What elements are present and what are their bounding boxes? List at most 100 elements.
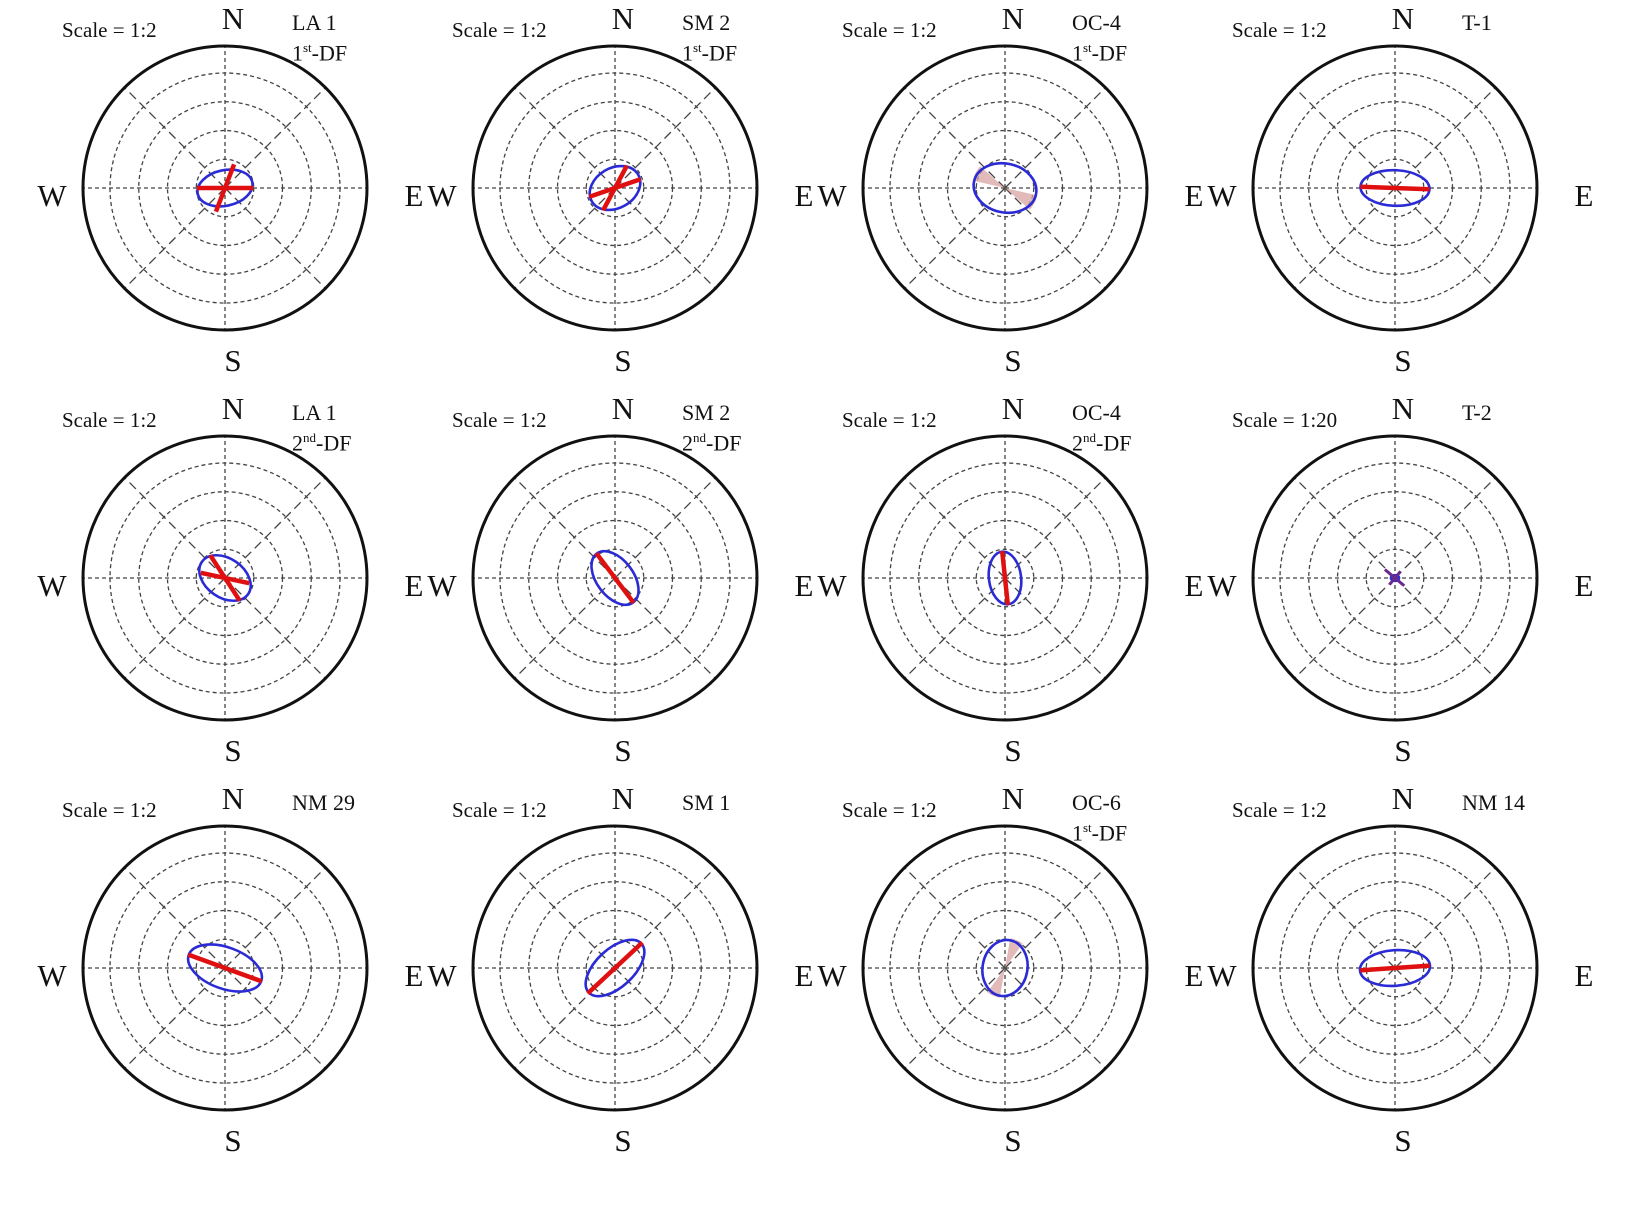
stage-suffix: -DF: [316, 430, 352, 456]
stage-number: 2: [1072, 430, 1083, 456]
susceptibility-ellipse: [1358, 948, 1432, 988]
sample-stage: 1st-DF: [292, 35, 412, 65]
direction-label-e: E: [794, 178, 814, 213]
grid-radial-line: [904, 867, 1006, 969]
grid-radial-line: [1294, 477, 1396, 579]
direction-label-s: S: [1004, 1123, 1022, 1158]
sample-id: T-1: [1462, 10, 1492, 35]
grid-radial-line: [614, 867, 716, 969]
direction-label-e: E: [404, 568, 424, 603]
sample-label: OC-4 1st-DF: [1072, 10, 1192, 65]
principal-axis-line: [187, 952, 263, 984]
scale-label: Scale = 1:2: [62, 18, 157, 42]
sample-id: SM 1: [682, 790, 731, 815]
rose-panel: Scale = 1:2 LA 1 2nd-DF N S W E: [0, 390, 423, 799]
direction-label-e: E: [1184, 178, 1204, 213]
direction-label-s: S: [614, 343, 632, 378]
grid-radial-line: [614, 967, 716, 1069]
grid-radial-line: [1004, 577, 1106, 679]
polar-plot: [81, 824, 369, 1112]
sample-label: T-1: [1462, 10, 1582, 35]
direction-label-w: W: [1207, 178, 1237, 213]
scale-label: Scale = 1:2: [1232, 18, 1327, 42]
principal-axis-line: [601, 164, 629, 212]
sample-label: LA 1 2nd-DF: [292, 400, 412, 455]
principal-axis-line: [586, 940, 644, 996]
outer-frame: [861, 824, 1149, 1112]
grid-radial-line: [1004, 477, 1106, 579]
polar-plot: [1251, 44, 1539, 332]
direction-label-w: W: [817, 958, 847, 993]
stage-number: 1: [1072, 820, 1083, 846]
polar-plot: [471, 44, 759, 332]
grid-radial-line: [614, 577, 716, 679]
sample-label: T-2: [1462, 400, 1582, 425]
scale-label: Scale = 1:2: [452, 798, 547, 822]
grid-radial-line: [124, 87, 226, 189]
scale-label: Scale = 1:2: [452, 18, 547, 42]
rose-panel: Scale = 1:2 OC-4 1st-DF N S W E: [780, 0, 1203, 409]
direction-label-e: E: [404, 958, 424, 993]
sample-stage: 2nd-DF: [1072, 425, 1192, 455]
outer-frame: [1251, 44, 1539, 332]
scale-label: Scale = 1:2: [842, 18, 937, 42]
grid-radial-line: [1394, 967, 1496, 1069]
direction-label-n: N: [1391, 391, 1415, 426]
stage-ordinal: nd: [303, 430, 316, 445]
sample-stage: 2nd-DF: [292, 425, 412, 455]
direction-label-n: N: [1391, 1, 1415, 36]
direction-label-n: N: [1001, 781, 1025, 816]
polar-plot: [861, 44, 1149, 332]
direction-label-w: W: [1207, 568, 1237, 603]
direction-label-e: E: [794, 568, 814, 603]
sample-id: NM 29: [292, 790, 355, 815]
rose-panel: Scale = 1:2 OC-4 2nd-DF N S W E: [780, 390, 1203, 799]
rose-panel: Scale = 1:2 SM 2 1st-DF N S W E: [390, 0, 813, 409]
stage-ordinal: st: [693, 40, 702, 55]
grid-radial-line: [514, 87, 616, 189]
scale-label: Scale = 1:2: [452, 408, 547, 432]
grid-radial-line: [904, 187, 1006, 289]
principal-axis-line: [594, 551, 636, 605]
direction-label-n: N: [611, 781, 635, 816]
direction-label-n: N: [611, 1, 635, 36]
direction-label-w: W: [427, 958, 457, 993]
grid-radial-line: [1294, 87, 1396, 189]
direction-label-e: E: [1574, 568, 1594, 603]
polar-plot: [81, 44, 369, 332]
direction-label-n: N: [221, 391, 245, 426]
grid-radial-line: [904, 967, 1006, 1069]
principal-axis-line: [1360, 184, 1430, 192]
direction-label-w: W: [427, 178, 457, 213]
stage-number: 2: [682, 430, 693, 456]
grid-radial-line: [1294, 577, 1396, 679]
grid-radial-line: [514, 967, 616, 1069]
direction-label-n: N: [1001, 391, 1025, 426]
polar-plot: [471, 824, 759, 1112]
sample-stage: 1st-DF: [1072, 35, 1192, 65]
direction-label-w: W: [1207, 958, 1237, 993]
scale-label: Scale = 1:2: [62, 798, 157, 822]
susceptibility-ellipse: [1359, 168, 1431, 208]
direction-label-s: S: [224, 1123, 242, 1158]
stage-number: 1: [682, 40, 693, 66]
grid-radial-line: [1294, 967, 1396, 1069]
sample-id: T-2: [1462, 400, 1492, 425]
principal-axis-line: [999, 550, 1011, 606]
direction-label-e: E: [1574, 958, 1594, 993]
direction-label-s: S: [1004, 733, 1022, 768]
direction-label-s: S: [1004, 343, 1022, 378]
grid-radial-line: [514, 867, 616, 969]
direction-label-w: W: [37, 178, 67, 213]
sample-label: SM 2 2nd-DF: [682, 400, 802, 455]
grid-radial-line: [224, 477, 326, 579]
grid-radial-line: [1294, 867, 1396, 969]
sample-id: OC-4: [1072, 10, 1121, 35]
rose-panel: Scale = 1:2 LA 1 1st-DF N S W E: [0, 0, 423, 409]
outer-frame: [471, 824, 759, 1112]
stage-number: 1: [1072, 40, 1083, 66]
outer-frame: [81, 434, 369, 722]
sample-label: OC-6 1st-DF: [1072, 790, 1192, 845]
polar-plot: [81, 434, 369, 722]
